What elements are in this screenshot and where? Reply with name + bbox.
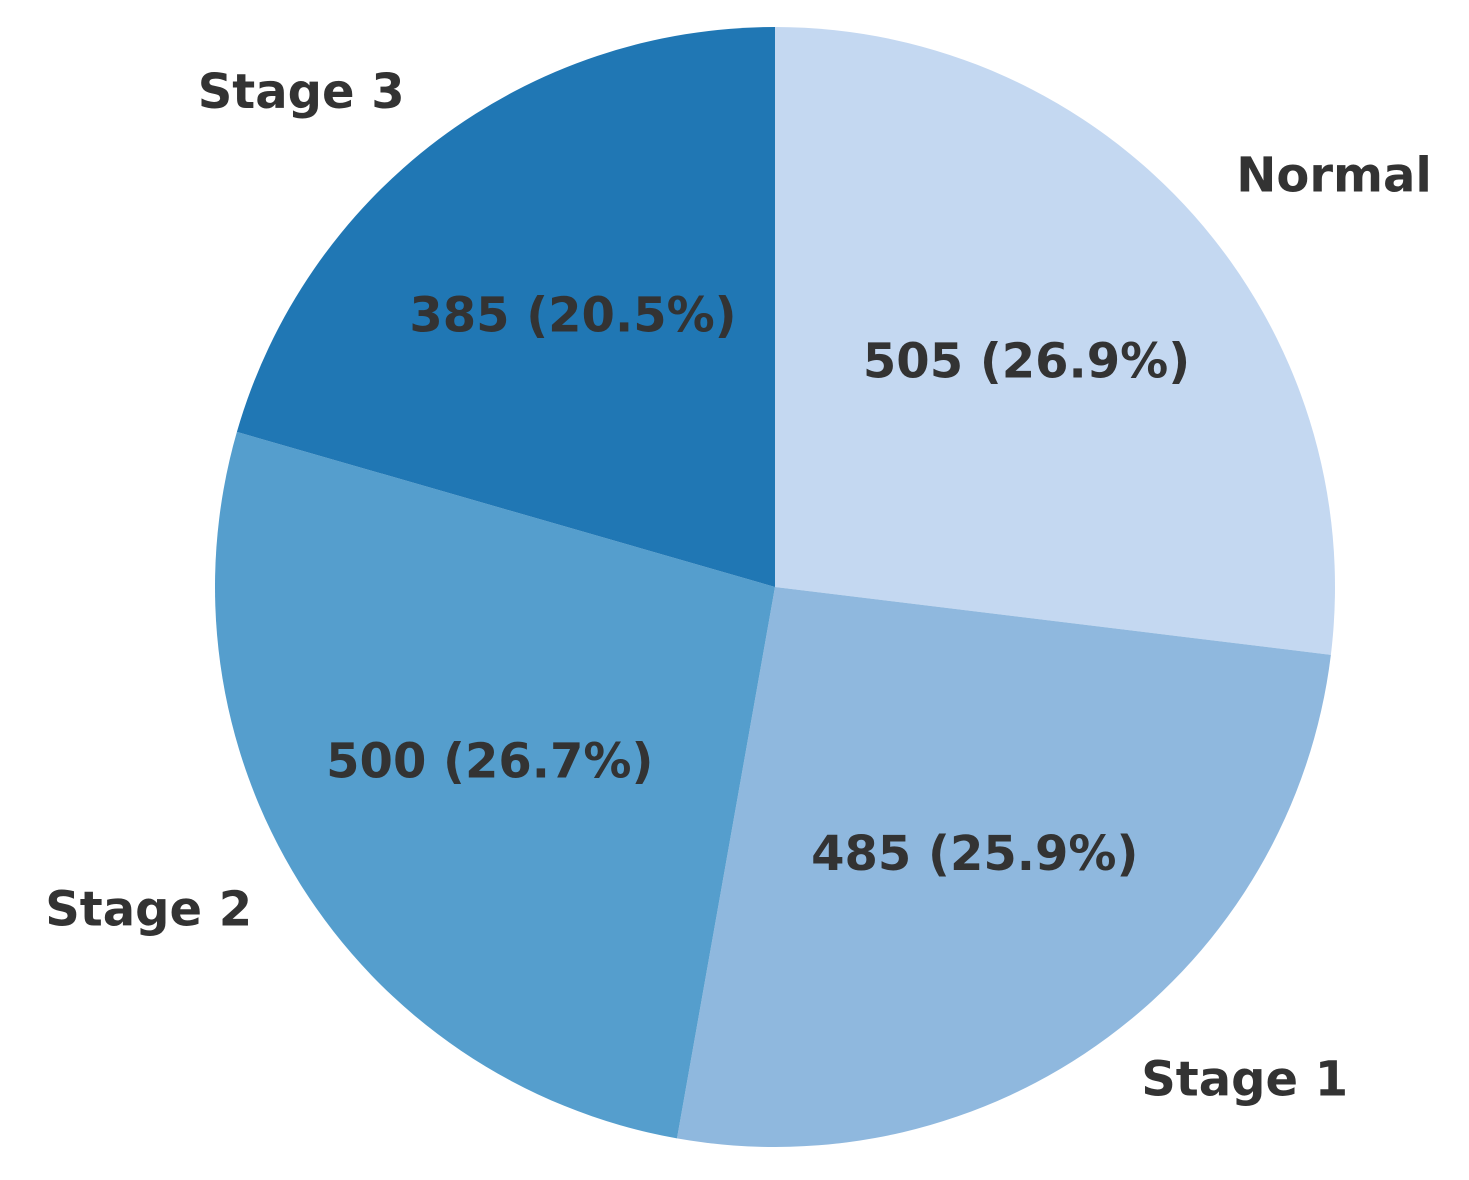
- category-label: Stage 3: [198, 64, 405, 120]
- pie-slice: [236, 27, 776, 587]
- category-label: Stage 1: [1141, 1051, 1348, 1107]
- value-label: 385 (20.5%): [409, 288, 736, 344]
- pie-slice: [676, 587, 1331, 1147]
- category-label: Normal: [1236, 148, 1432, 204]
- category-label: Stage 2: [45, 882, 252, 938]
- pie-slice: [775, 27, 1336, 655]
- value-label: 505 (26.9%): [863, 333, 1190, 389]
- pie-slice: [214, 431, 775, 1139]
- value-label: 500 (26.7%): [326, 734, 653, 790]
- value-label: 485 (25.9%): [811, 826, 1138, 882]
